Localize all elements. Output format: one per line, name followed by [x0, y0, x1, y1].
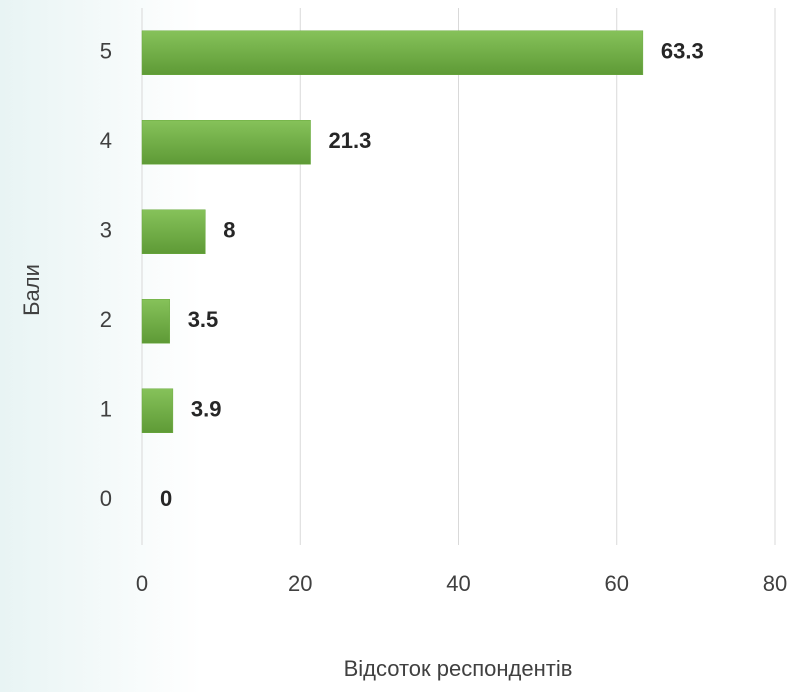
- data-label: 63.3: [661, 39, 704, 64]
- bar: [141, 299, 170, 344]
- x-tick-label: 80: [763, 571, 787, 596]
- data-label: 21.3: [329, 128, 372, 153]
- x-tick-label: 0: [136, 571, 148, 596]
- y-tick-label: 2: [100, 307, 112, 332]
- bar: [141, 388, 174, 433]
- data-label: 8: [223, 218, 235, 243]
- data-label: 3.5: [188, 307, 219, 332]
- y-tick-label: 4: [100, 128, 112, 153]
- data-label: 0: [160, 486, 172, 511]
- y-tick-label: 0: [100, 486, 112, 511]
- x-tick-label: 60: [605, 571, 629, 596]
- data-label: 3.9: [191, 397, 222, 422]
- bar: [141, 209, 206, 254]
- bar: [141, 120, 311, 165]
- x-tick-label: 20: [288, 571, 312, 596]
- y-axis-title: Бали: [19, 264, 44, 316]
- x-axis-title: Відсоток респондентів: [344, 656, 573, 681]
- y-tick-label: 3: [100, 218, 112, 243]
- y-tick-label: 5: [100, 39, 112, 64]
- y-tick-label: 1: [100, 397, 112, 422]
- bar: [141, 30, 644, 75]
- x-tick-label: 40: [446, 571, 470, 596]
